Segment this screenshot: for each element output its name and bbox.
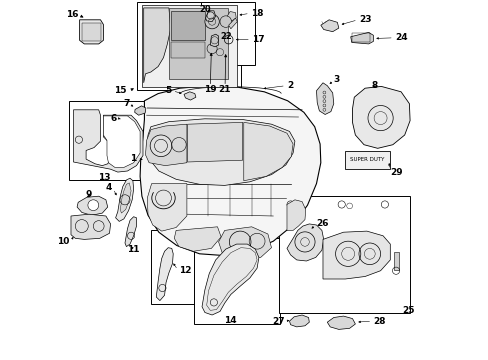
Text: 20: 20 bbox=[199, 5, 210, 14]
Text: 11: 11 bbox=[126, 245, 139, 253]
Polygon shape bbox=[145, 124, 186, 166]
Polygon shape bbox=[316, 83, 333, 114]
Polygon shape bbox=[326, 316, 355, 329]
Text: 26: 26 bbox=[316, 220, 328, 229]
Polygon shape bbox=[156, 248, 173, 301]
Polygon shape bbox=[218, 227, 271, 260]
Polygon shape bbox=[122, 117, 132, 125]
Text: 13: 13 bbox=[98, 173, 110, 182]
Polygon shape bbox=[143, 8, 170, 83]
Polygon shape bbox=[77, 196, 107, 215]
Polygon shape bbox=[115, 178, 133, 221]
Text: 3: 3 bbox=[333, 76, 339, 85]
Bar bbox=[151, 230, 194, 304]
Bar bbox=[278, 196, 409, 313]
Polygon shape bbox=[103, 116, 140, 167]
Text: 10: 10 bbox=[58, 237, 70, 246]
Circle shape bbox=[88, 200, 99, 211]
Text: 17: 17 bbox=[251, 35, 264, 44]
Polygon shape bbox=[210, 34, 218, 47]
Circle shape bbox=[150, 135, 171, 157]
Bar bbox=[69, 101, 147, 180]
Polygon shape bbox=[289, 315, 309, 327]
Text: 28: 28 bbox=[373, 317, 385, 325]
Text: 12: 12 bbox=[179, 266, 191, 275]
Text: 19: 19 bbox=[203, 85, 216, 94]
Bar bbox=[81, 23, 101, 41]
Bar bbox=[170, 11, 204, 40]
Text: 15: 15 bbox=[114, 86, 126, 95]
Polygon shape bbox=[120, 183, 131, 213]
Text: 14: 14 bbox=[224, 316, 237, 325]
Polygon shape bbox=[226, 12, 236, 21]
Polygon shape bbox=[73, 110, 142, 172]
Polygon shape bbox=[80, 20, 103, 44]
Text: 23: 23 bbox=[358, 15, 371, 24]
Text: 1: 1 bbox=[130, 154, 136, 163]
Bar bbox=[170, 42, 204, 58]
Text: 21: 21 bbox=[218, 85, 230, 94]
Text: 9: 9 bbox=[85, 190, 92, 199]
Polygon shape bbox=[71, 214, 110, 239]
Bar bbox=[352, 33, 370, 42]
Text: 7: 7 bbox=[122, 99, 129, 108]
Polygon shape bbox=[393, 252, 398, 270]
Polygon shape bbox=[140, 86, 320, 256]
Bar bbox=[136, 2, 241, 90]
Polygon shape bbox=[322, 231, 389, 279]
Polygon shape bbox=[168, 8, 228, 79]
Polygon shape bbox=[183, 92, 196, 100]
Polygon shape bbox=[286, 224, 323, 261]
Polygon shape bbox=[142, 5, 237, 87]
Polygon shape bbox=[205, 11, 215, 22]
Text: 27: 27 bbox=[272, 317, 284, 325]
Polygon shape bbox=[345, 151, 389, 169]
Polygon shape bbox=[244, 122, 292, 181]
Polygon shape bbox=[350, 32, 373, 44]
Text: 18: 18 bbox=[250, 9, 263, 18]
Text: 2: 2 bbox=[286, 81, 293, 90]
Bar bbox=[201, 2, 255, 65]
Polygon shape bbox=[134, 106, 145, 115]
Circle shape bbox=[204, 14, 219, 29]
Text: 5: 5 bbox=[165, 86, 171, 95]
Text: 16: 16 bbox=[65, 10, 78, 19]
Polygon shape bbox=[228, 18, 237, 29]
Polygon shape bbox=[147, 184, 186, 231]
Polygon shape bbox=[352, 86, 409, 148]
Polygon shape bbox=[320, 20, 338, 32]
Text: 22: 22 bbox=[220, 32, 231, 41]
Polygon shape bbox=[125, 217, 136, 247]
Text: 8: 8 bbox=[371, 81, 377, 90]
Bar bbox=[194, 238, 280, 324]
Text: 4: 4 bbox=[105, 184, 112, 193]
Polygon shape bbox=[202, 244, 258, 315]
Polygon shape bbox=[146, 119, 294, 185]
Circle shape bbox=[220, 16, 231, 27]
Polygon shape bbox=[174, 227, 221, 251]
Text: 29: 29 bbox=[389, 168, 402, 177]
Polygon shape bbox=[286, 200, 305, 230]
Text: 6: 6 bbox=[110, 114, 117, 122]
Text: 24: 24 bbox=[394, 33, 407, 42]
Text: 25: 25 bbox=[401, 306, 414, 315]
Polygon shape bbox=[187, 122, 242, 162]
Text: SUPER DUTY: SUPER DUTY bbox=[350, 157, 384, 162]
